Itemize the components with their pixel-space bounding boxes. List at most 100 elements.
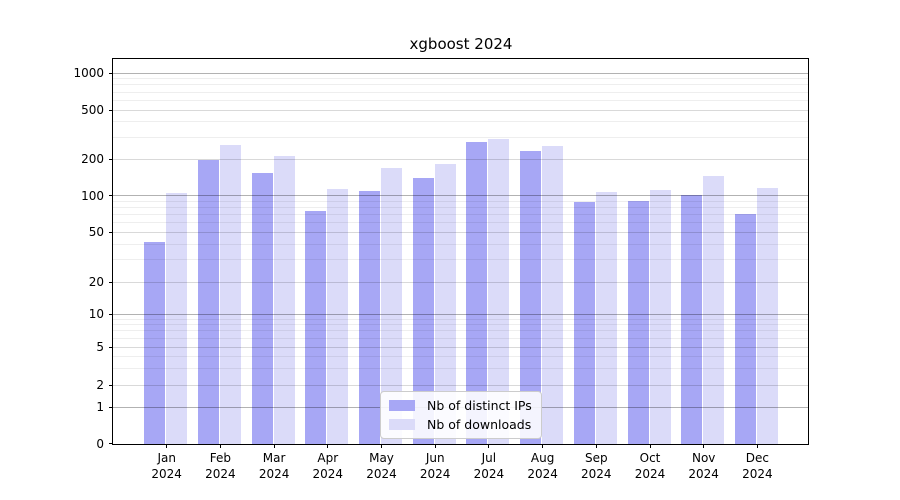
x-tick-label: May 2024 bbox=[350, 450, 414, 482]
minor-gridline bbox=[113, 367, 808, 369]
x-tick-month: May bbox=[369, 451, 394, 465]
gridline bbox=[113, 384, 808, 386]
x-tick-label: Jul 2024 bbox=[457, 450, 521, 482]
x-tick-mark bbox=[542, 444, 544, 448]
legend-swatch-distinct-ips bbox=[389, 400, 415, 411]
legend-swatch-downloads bbox=[389, 419, 415, 430]
y-tick-label: 0 bbox=[96, 436, 104, 451]
y-tick-label: 50 bbox=[88, 225, 104, 239]
x-tick-year: 2024 bbox=[742, 467, 773, 481]
x-tick-year: 2024 bbox=[473, 467, 505, 481]
y-tick-mark bbox=[109, 72, 113, 74]
x-tick-label: Aug 2024 bbox=[511, 450, 575, 482]
x-tick-mark bbox=[595, 444, 597, 448]
y-tick-mark bbox=[109, 384, 113, 386]
y-tick-mark bbox=[109, 231, 113, 233]
x-tick-year: 2024 bbox=[634, 467, 666, 481]
minor-gridline bbox=[113, 91, 808, 93]
y-tick-label: 20 bbox=[88, 275, 104, 289]
minor-gridline bbox=[113, 121, 808, 123]
gridline bbox=[113, 158, 808, 160]
x-tick-label: Jan 2024 bbox=[135, 450, 199, 482]
minor-gridline bbox=[113, 318, 808, 320]
y-tick-label: 2 bbox=[96, 378, 104, 392]
x-tick-month: Apr bbox=[317, 451, 339, 465]
legend-label-distinct-ips: Nb of distinct IPs bbox=[427, 398, 532, 413]
gridline bbox=[113, 195, 808, 196]
x-tick-month: Oct bbox=[639, 451, 661, 465]
bar-distinct-ips bbox=[305, 210, 327, 444]
bar-downloads bbox=[219, 144, 241, 444]
minor-gridline bbox=[113, 99, 808, 101]
x-tick-year: 2024 bbox=[205, 467, 236, 481]
y-tick-label: 5 bbox=[96, 340, 104, 354]
minor-gridline bbox=[113, 324, 808, 326]
legend: Nb of distinct IPs Nb of downloads bbox=[380, 391, 542, 439]
y-tick-label: 100 bbox=[81, 188, 104, 203]
x-tick-month: Mar bbox=[262, 451, 286, 465]
y-tick-mark bbox=[109, 281, 113, 283]
x-tick-month: Jan bbox=[157, 451, 176, 465]
minor-gridline bbox=[113, 243, 808, 245]
x-tick-mark bbox=[381, 444, 382, 448]
bar-distinct-ips bbox=[681, 194, 703, 444]
minor-gridline bbox=[113, 136, 808, 138]
x-tick-year: 2024 bbox=[688, 467, 719, 481]
x-tick-label: Mar 2024 bbox=[242, 450, 306, 482]
bar-distinct-ips bbox=[359, 190, 380, 444]
x-tick-month: Aug bbox=[530, 451, 555, 465]
gridline bbox=[113, 109, 808, 111]
bar-distinct-ips bbox=[734, 213, 756, 444]
x-tick-label: Nov 2024 bbox=[672, 450, 736, 482]
x-tick-year: 2024 bbox=[312, 467, 344, 481]
chart-title: xgboost 2024 bbox=[409, 35, 513, 53]
x-tick-year: 2024 bbox=[581, 467, 612, 481]
bar-downloads bbox=[434, 163, 456, 444]
minor-gridline bbox=[113, 206, 808, 208]
x-tick-month: Jun bbox=[425, 451, 445, 465]
bar-distinct-ips bbox=[144, 241, 166, 444]
minor-gridline bbox=[113, 259, 808, 261]
bar-downloads bbox=[327, 188, 349, 444]
y-tick-label: 1 bbox=[96, 400, 104, 414]
bar-downloads bbox=[649, 189, 671, 444]
gridline bbox=[113, 231, 808, 233]
x-tick-label: Feb 2024 bbox=[188, 450, 252, 482]
x-tick-year: 2024 bbox=[258, 467, 290, 481]
legend-label-downloads: Nb of downloads bbox=[427, 417, 532, 432]
x-tick-label: Apr 2024 bbox=[296, 450, 360, 482]
bar-downloads bbox=[273, 155, 295, 444]
bar-downloads bbox=[703, 176, 725, 444]
minor-gridline bbox=[113, 221, 808, 223]
y-tick-label: 1000 bbox=[73, 66, 104, 80]
y-tick-mark bbox=[109, 195, 113, 196]
y-tick-mark bbox=[109, 406, 113, 408]
x-tick-mark bbox=[166, 444, 168, 448]
gridline bbox=[113, 313, 808, 315]
minor-gridline bbox=[113, 200, 808, 202]
minor-gridline bbox=[113, 78, 808, 80]
x-tick-label: Sep 2024 bbox=[564, 450, 628, 482]
x-tick-month: Jul bbox=[481, 451, 497, 465]
minor-gridline bbox=[113, 355, 808, 357]
y-tick-mark bbox=[109, 158, 113, 160]
x-tick-year: 2024 bbox=[527, 467, 558, 481]
bar-downloads bbox=[166, 193, 188, 444]
minor-gridline bbox=[113, 330, 808, 332]
bar-distinct-ips bbox=[627, 201, 649, 444]
x-tick-label: Dec 2024 bbox=[725, 450, 789, 482]
y-tick-mark bbox=[109, 313, 113, 315]
gridline bbox=[113, 281, 808, 283]
x-tick-year: 2024 bbox=[151, 467, 182, 481]
x-tick-mark bbox=[703, 444, 705, 448]
bar-distinct-ips bbox=[520, 150, 542, 444]
x-tick-mark bbox=[434, 444, 436, 448]
y-tick-label: 500 bbox=[81, 103, 104, 117]
gridline bbox=[113, 72, 808, 74]
x-tick-mark bbox=[756, 444, 758, 448]
y-tick-mark bbox=[109, 346, 113, 348]
bar-distinct-ips bbox=[466, 141, 488, 444]
x-tick-label: Oct 2024 bbox=[618, 450, 682, 482]
x-tick-label: Jun 2024 bbox=[403, 450, 467, 482]
